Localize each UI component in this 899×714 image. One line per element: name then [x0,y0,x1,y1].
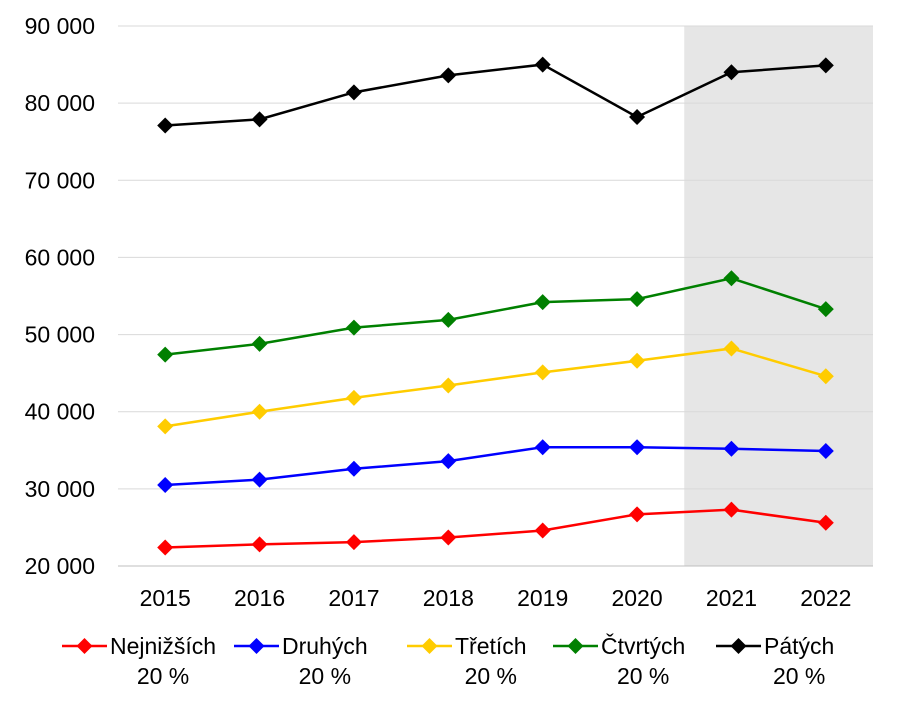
legend-marker [248,638,265,654]
data-point-marker [251,536,268,553]
legend-label: Čtvrtých [601,632,685,659]
data-point-marker [534,56,551,73]
series-2 [157,340,834,435]
legend-item: Druhých 20 % [234,633,368,689]
data-point-marker [157,539,174,556]
legend-label-line2: 20 % [617,663,669,689]
data-point-marker [157,346,174,363]
data-point-marker [440,529,457,546]
data-point-marker [345,534,362,551]
x-axis-ticks: 2015 2016 2017 2018 2019 2020 2021 2022 [140,585,852,611]
legend-marker [730,638,747,654]
data-point-marker [534,439,551,456]
data-point-marker [723,270,740,287]
x-tick-label: 2015 [140,585,191,611]
legend-label-line2: 20 % [773,663,825,689]
x-tick-label: 2018 [423,585,474,611]
y-tick-label: 50 000 [25,322,95,348]
y-tick-label: 40 000 [25,399,95,425]
y-tick-label: 30 000 [25,476,95,502]
x-tick-label: 2019 [517,585,568,611]
series-line [165,63,826,127]
legend-item: Čtvrtých 20 % [553,632,685,689]
legend-marker [421,638,438,654]
y-tick-label: 70 000 [25,167,95,193]
data-point-marker [629,109,646,126]
y-tick-label: 20 000 [25,553,95,579]
legend-label-line2: 20 % [137,663,189,689]
y-axis-ticks: 90 000 80 000 70 000 60 000 50 000 40 000 30 0… [25,13,95,579]
legend-item: Třetích 20 % [407,633,527,689]
shaded-forecast-region [684,26,873,566]
data-point-marker [629,352,646,369]
legend-label: Druhých [282,633,368,659]
data-point-marker [345,389,362,406]
data-point-marker [440,67,457,84]
data-point-marker [723,340,740,357]
legend-item: Nejnižších 20 % [62,633,216,689]
x-tick-label: 2017 [328,585,379,611]
series-line [165,445,826,487]
data-point-marker [629,506,646,523]
series-0 [157,501,834,556]
x-tick-label: 2021 [706,585,757,611]
data-point-marker [817,368,834,385]
data-point-marker [251,111,268,128]
data-point-marker [251,471,268,488]
data-point-marker [345,319,362,336]
shaded-region-rect [684,26,873,566]
y-tick-label: 90 000 [25,13,95,39]
data-point-marker [345,460,362,477]
series-line [164,347,827,428]
legend-label: Nejnižších [110,633,216,659]
data-point-marker [251,335,268,352]
data-point-marker [345,84,362,101]
data-point-marker [817,301,834,318]
legend-label: Třetích [455,633,527,659]
data-point-marker [440,453,457,470]
data-point-marker [534,364,551,381]
data-point-marker [629,291,646,308]
data-point-marker [157,117,174,134]
data-point-marker [817,443,834,460]
y-tick-label: 60 000 [25,244,95,270]
y-tick-label: 80 000 [25,90,95,116]
legend-item: Pátých 20 % [716,633,834,689]
data-point-marker [629,439,646,456]
data-point-marker [723,501,740,518]
data-point-marker [817,514,834,531]
data-point-marker [157,477,174,493]
data-series [157,56,834,556]
series-4 [157,56,834,134]
data-point-marker [723,440,740,457]
legend-marker [567,638,584,654]
data-point-marker [157,418,174,435]
x-tick-label: 2020 [611,585,662,611]
data-point-marker [817,57,834,74]
series-line [165,276,827,356]
series-1 [157,439,834,493]
legend-marker [76,638,93,654]
series-3 [157,270,834,363]
data-point-marker [534,522,551,539]
data-point-marker [534,294,551,311]
legend-label: Pátých [764,633,834,659]
data-point-marker [723,64,740,81]
legend-label-line2: 20 % [299,663,351,689]
series-line [165,508,826,549]
data-point-marker [440,311,457,328]
legend-label-line2: 20 % [465,663,517,689]
gridlines [118,25,873,567]
data-point-marker [251,403,268,420]
data-point-marker [440,377,457,394]
x-tick-label: 2022 [800,585,851,611]
x-tick-label: 2016 [234,585,285,611]
